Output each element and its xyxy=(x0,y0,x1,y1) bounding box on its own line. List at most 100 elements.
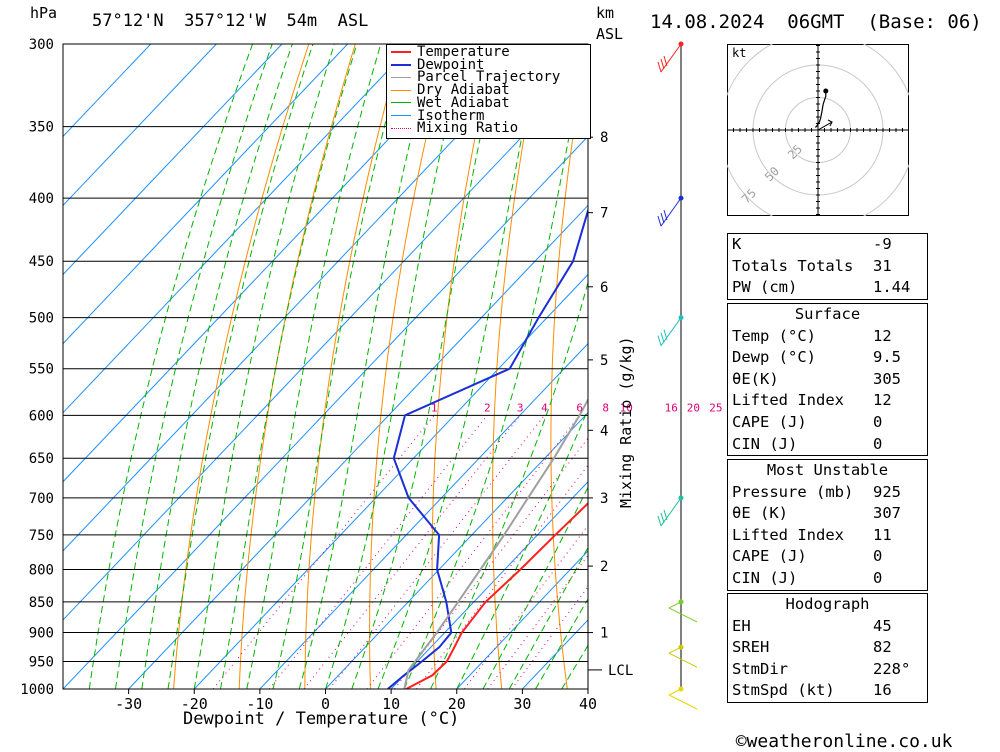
pressure-tick-label: 600 xyxy=(29,408,54,424)
pw-value: 1.44 xyxy=(873,278,911,297)
index-row: CAPE (J) 0 xyxy=(728,546,927,568)
legend-label: Mixing Ratio xyxy=(417,120,519,137)
mixing-ratio-label: 20 xyxy=(687,401,700,414)
skew-t-chart: 3003504004505005506006507007508008509009… xyxy=(20,37,722,713)
index-value: 11 xyxy=(873,525,892,544)
index-label: θE (K) xyxy=(732,504,788,523)
location-title: 57°12'N 357°12'W 54m ASL xyxy=(92,11,369,31)
wet-adiabat-line xyxy=(325,44,467,689)
pw-row: PW (cm) 1.44 xyxy=(728,277,927,299)
index-label: SREH xyxy=(732,638,770,657)
index-label: EH xyxy=(732,616,751,635)
unit-km-label: km xyxy=(596,4,615,22)
x-tick-label: 0 xyxy=(321,695,330,713)
index-label: CIN (J) xyxy=(732,568,798,587)
legend-swatch xyxy=(391,115,411,116)
mixing-ratio-label: 16 xyxy=(665,401,678,414)
pressure-tick-label: 700 xyxy=(29,491,54,507)
isotherm-line xyxy=(63,44,545,552)
mixing-ratio-line xyxy=(303,414,521,689)
dry-adiabat-line xyxy=(369,44,449,689)
pressure-tick-label: 350 xyxy=(29,120,54,136)
isotherm-line xyxy=(390,481,588,689)
isotherm-line xyxy=(63,44,217,207)
wind-barb xyxy=(668,601,698,623)
dry-adiabat-line xyxy=(550,44,588,689)
index-row: θE(K) 305 xyxy=(728,369,927,391)
index-value: 307 xyxy=(873,504,901,523)
dry-adiabat-line xyxy=(173,44,310,689)
x-tick-label: -20 xyxy=(181,695,208,713)
index-value: 16 xyxy=(873,681,892,700)
site-name: weatheronline.co.uk xyxy=(746,731,953,752)
most-unstable-table: Most Unstable Pressure (mb) 925 θE (K) 307 L… xyxy=(727,459,928,591)
wet-adiabat-line xyxy=(193,44,335,689)
index-label: Temp (°C) xyxy=(732,326,816,345)
pressure-tick-label: 950 xyxy=(29,655,54,671)
wet-adiabat-line xyxy=(377,44,542,689)
km-tick-label: 8 xyxy=(600,130,608,146)
index-row: CIN (J) 0 xyxy=(728,568,927,590)
dry-adiabat-line xyxy=(492,44,542,689)
index-value: 0 xyxy=(873,568,883,587)
dry-adiabat-line xyxy=(662,44,698,689)
x-tick-label: 30 xyxy=(513,695,531,713)
wind-barb xyxy=(657,197,682,227)
legend-item: Mixing Ratio xyxy=(391,120,519,137)
legend-swatch xyxy=(391,76,411,78)
x-tick-label: 40 xyxy=(579,695,597,713)
k-index-row: K -9 xyxy=(728,234,927,256)
legend-item: Dry Adiabat xyxy=(391,83,510,97)
x-axis-label: Dewpoint / Temperature (°C) xyxy=(183,709,460,729)
isotherm-line xyxy=(63,44,414,414)
legend-item: Isotherm xyxy=(391,109,484,123)
index-label: Dewp (°C) xyxy=(732,348,816,367)
index-row: StmSpd (kt) 16 xyxy=(728,680,927,702)
legend-label: Wet Adiabat xyxy=(417,94,510,111)
wind-barb xyxy=(657,317,682,346)
index-value: 0 xyxy=(873,547,883,566)
km-tick-label: 7 xyxy=(600,206,608,222)
k-index-value: -9 xyxy=(873,235,892,253)
index-label: StmDir xyxy=(732,659,788,678)
index-label: Lifted Index xyxy=(732,525,844,544)
legend-swatch xyxy=(391,51,411,53)
k-index-label: K xyxy=(732,235,742,253)
wet-adiabat-line xyxy=(88,44,254,689)
temperature-line xyxy=(405,502,588,689)
km-tick-label: 1 xyxy=(600,626,608,642)
index-value: 45 xyxy=(873,616,892,635)
totals-totals-label: Totals Totals xyxy=(732,256,854,275)
index-row: CIN (J) 0 xyxy=(728,434,927,456)
totals-totals-row: Totals Totals 31 xyxy=(728,256,927,278)
isotherm-line xyxy=(63,44,348,345)
index-value: 12 xyxy=(873,326,892,345)
legend-label: Temperature xyxy=(417,44,510,60)
index-label: Lifted Index xyxy=(732,391,844,410)
mixing-ratio-label: 4 xyxy=(541,401,548,414)
pressure-tick-label: 750 xyxy=(29,528,54,544)
index-label: CIN (J) xyxy=(732,434,798,453)
index-value: 305 xyxy=(873,369,901,388)
index-row: SREH 82 xyxy=(728,637,927,659)
chart-legend: Temperature Dewpoint Parcel Trajectory Dry … xyxy=(386,44,591,139)
legend-label: Dewpoint xyxy=(417,56,485,73)
legend-item: Parcel Trajectory xyxy=(391,70,560,84)
index-row: Dewp (°C) 9.5 xyxy=(728,347,927,369)
index-value: 82 xyxy=(873,638,892,657)
km-tick-label: 6 xyxy=(600,280,608,296)
pressure-tick-label: 550 xyxy=(29,362,54,378)
x-tick-label: -10 xyxy=(246,695,273,713)
mixing-ratio-label: 3 xyxy=(517,401,524,414)
mixing-ratio-line xyxy=(511,585,588,689)
index-row: θE (K) 307 xyxy=(728,503,927,525)
wet-adiabat-line xyxy=(430,280,588,689)
wet-adiabat-line xyxy=(456,407,588,689)
mixing-ratio-label: 8 xyxy=(602,401,609,414)
surface-table: Surface Temp (°C) 12 Dewp (°C) 9.5 θE(K) 305 L… xyxy=(727,303,928,457)
site-credit[interactable]: ©weatheronline.co.uk xyxy=(714,710,953,752)
legend-swatch xyxy=(391,63,411,66)
pressure-tick-label: 850 xyxy=(29,595,54,611)
index-label: θE(K) xyxy=(732,369,779,388)
